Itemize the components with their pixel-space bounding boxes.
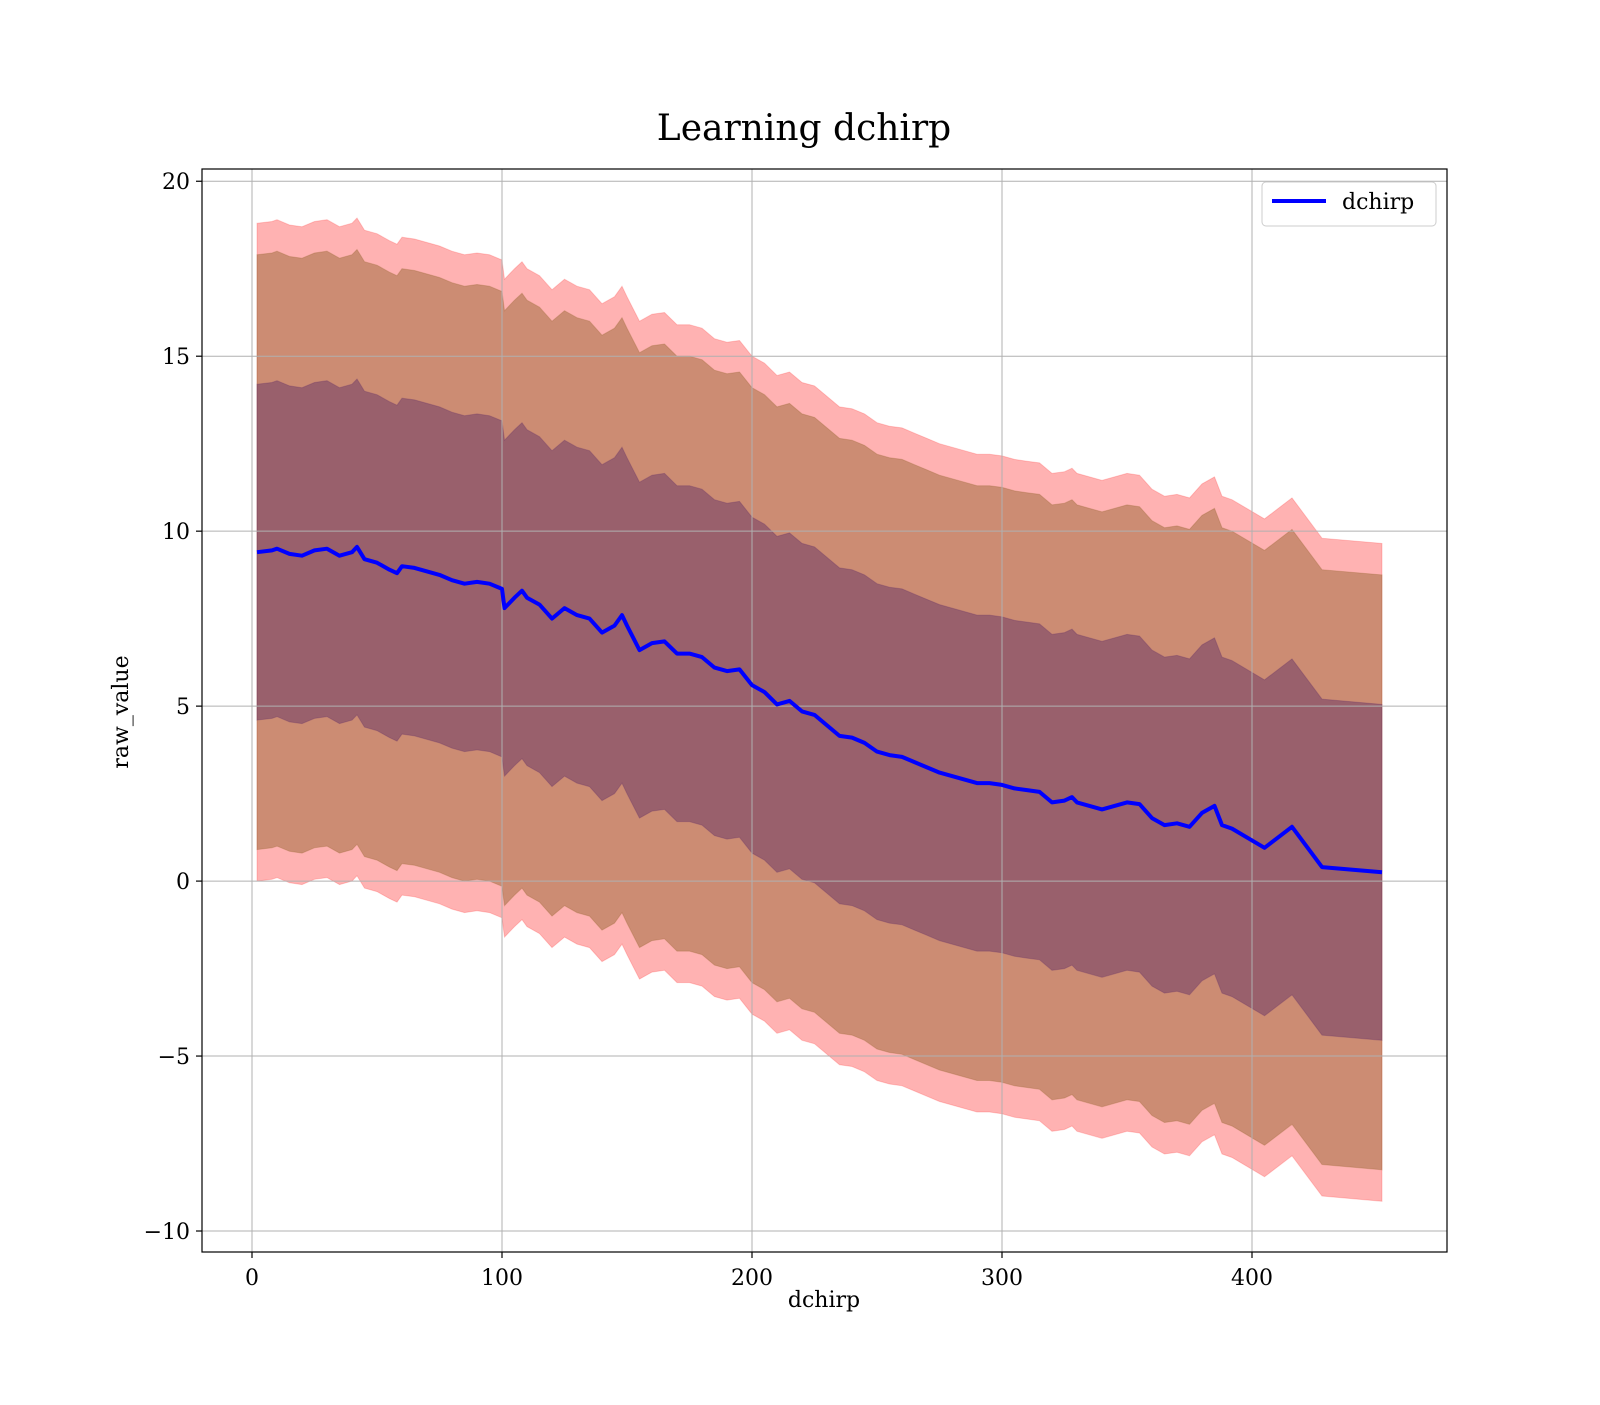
series-line-layer	[256, 544, 1383, 875]
y-tick-label: 15	[162, 345, 190, 370]
y-tick-label: 0	[176, 870, 190, 895]
legend-entry-label: dchirp	[1342, 190, 1414, 215]
x-tick-label: 400	[1231, 1266, 1273, 1291]
x-tick-label: 0	[245, 1266, 259, 1291]
y-tick-label: −5	[158, 1045, 190, 1070]
legend: dchirp	[1261, 181, 1437, 227]
grid	[202, 169, 1447, 1252]
x-tick-label: 100	[481, 1266, 523, 1291]
band-inner	[256, 378, 1383, 1041]
confidence-bands	[256, 217, 1383, 1202]
legend-box	[1261, 181, 1437, 227]
plot-frame	[201, 168, 1448, 1253]
y-axis-label: raw_value	[109, 655, 134, 768]
ticks: 0 100 200 300 400 −10 −5 0 5 10 15 20	[144, 170, 1273, 1291]
x-tick-label: 200	[731, 1266, 773, 1291]
series-line-dchirp	[256, 544, 1383, 875]
y-tick-label: −10	[144, 1220, 190, 1245]
y-tick-label: 20	[162, 170, 190, 195]
y-tick-label: 10	[162, 520, 190, 545]
x-tick-label: 300	[981, 1266, 1023, 1291]
x-axis-label: dchirp	[788, 1288, 860, 1313]
chart-title: Learning dchirp	[657, 108, 951, 149]
y-tick-label: 5	[176, 695, 190, 720]
